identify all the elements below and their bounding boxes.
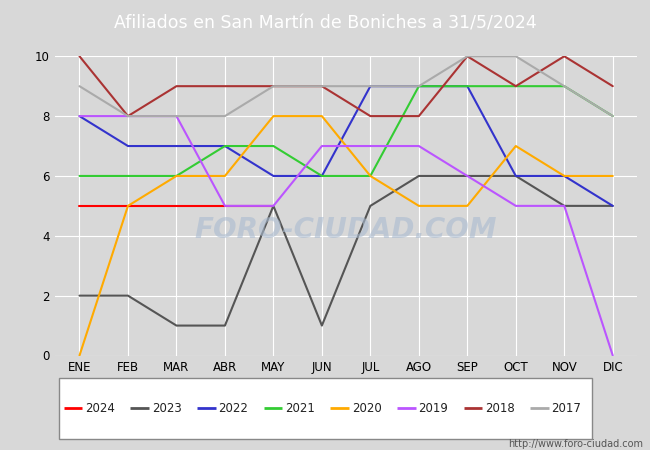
FancyBboxPatch shape <box>58 378 592 439</box>
Text: http://www.foro-ciudad.com: http://www.foro-ciudad.com <box>508 439 644 449</box>
Text: Afiliados en San Martín de Boniches a 31/5/2024: Afiliados en San Martín de Boniches a 31… <box>114 14 536 33</box>
Text: 2020: 2020 <box>352 402 382 415</box>
Text: 2024: 2024 <box>85 402 115 415</box>
Text: 2021: 2021 <box>285 402 315 415</box>
Text: 2019: 2019 <box>419 402 448 415</box>
Text: 2017: 2017 <box>552 402 581 415</box>
Text: FORO-CIUDAD.COM: FORO-CIUDAD.COM <box>195 216 497 244</box>
Text: 2022: 2022 <box>218 402 248 415</box>
Text: 2023: 2023 <box>152 402 181 415</box>
Text: 2018: 2018 <box>485 402 515 415</box>
